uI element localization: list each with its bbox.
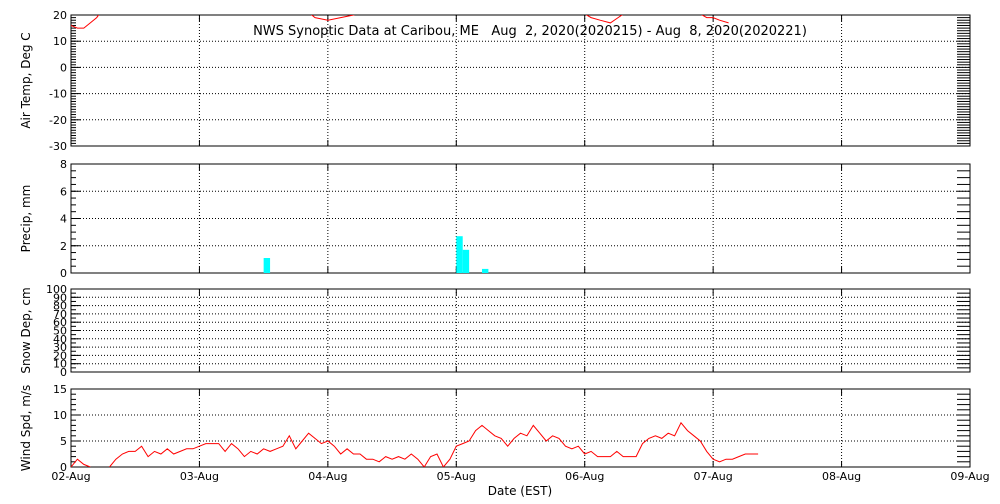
y-axis-label: Air Temp, Deg C bbox=[19, 32, 33, 128]
air-temp-line bbox=[585, 15, 623, 24]
y-tick-label: 6 bbox=[60, 185, 67, 198]
wind-speed-line bbox=[109, 421, 759, 467]
precip-bar bbox=[456, 236, 463, 273]
chart-title: NWS Synoptic Data at Caribou, ME Aug 2, … bbox=[253, 24, 807, 39]
y-tick-label: 60 bbox=[53, 316, 67, 329]
wind-speed-panel: 0 5 10 15 Wind Spd, m/s bbox=[19, 383, 971, 474]
air-temp-data bbox=[71, 15, 729, 29]
x-tick-label: 02-Aug bbox=[51, 470, 90, 483]
y-tick-label: 40 bbox=[53, 333, 67, 346]
y-axis-label: Precip, mm bbox=[19, 185, 33, 253]
y-tick-label: 2 bbox=[60, 240, 67, 253]
y-tick-label: 0 bbox=[60, 267, 67, 280]
y-tick-label: -10 bbox=[49, 88, 67, 101]
precip-panel: 0 2 4 6 8 Precip, mm bbox=[19, 158, 971, 280]
x-tick-label: 05-Aug bbox=[437, 470, 476, 483]
x-tick-label: 09-Aug bbox=[950, 470, 989, 483]
y-axis-label: Snow Dep, cm bbox=[19, 287, 33, 373]
y-tick-label: 10 bbox=[53, 35, 67, 48]
air-temp-panel: -30 -20 -10 0 10 20 Air Temp, Deg C bbox=[19, 9, 971, 153]
y-tick-label: 30 bbox=[53, 341, 67, 354]
y-tick-label: -30 bbox=[49, 140, 67, 153]
air-temp-line bbox=[701, 15, 729, 24]
plot-frame bbox=[70, 288, 971, 373]
x-tick-label: 04-Aug bbox=[308, 470, 347, 483]
precip-data bbox=[263, 236, 489, 273]
precip-bar bbox=[481, 268, 489, 273]
plot-frame bbox=[70, 14, 971, 147]
precip-bar bbox=[263, 258, 271, 273]
y-tick-label: -20 bbox=[49, 114, 67, 127]
precip-bar bbox=[462, 249, 470, 273]
y-tick-label: 0 bbox=[60, 61, 67, 74]
y-tick-label: 5 bbox=[60, 435, 67, 448]
y-tick-label: 70 bbox=[53, 308, 67, 321]
y-tick-label: 8 bbox=[60, 158, 67, 171]
x-tick-label: 08-Aug bbox=[822, 470, 861, 483]
y-tick-label: 0 bbox=[60, 461, 67, 474]
y-tick-label: 10 bbox=[53, 358, 67, 371]
plot-frame bbox=[70, 163, 971, 274]
y-tick-label: 0 bbox=[60, 366, 67, 379]
air-temp-line bbox=[71, 15, 100, 29]
y-tick-label: 4 bbox=[60, 213, 67, 226]
y-tick-label: 80 bbox=[53, 300, 67, 313]
x-tick-label: 06-Aug bbox=[565, 470, 604, 483]
plot-frame bbox=[70, 388, 971, 468]
y-tick-label: 50 bbox=[53, 325, 67, 338]
x-tick-label: 03-Aug bbox=[180, 470, 219, 483]
wind-speed-line bbox=[71, 458, 91, 467]
y-tick-label: 10 bbox=[53, 409, 67, 422]
x-tick-label: 07-Aug bbox=[694, 470, 733, 483]
y-tick-label: 100 bbox=[46, 283, 67, 296]
y-tick-label: 20 bbox=[53, 349, 67, 362]
y-tick-label: 20 bbox=[53, 9, 67, 22]
x-axis-label: Date (EST) bbox=[488, 484, 552, 498]
y-tick-label: 90 bbox=[53, 291, 67, 304]
wind-speed-data bbox=[71, 421, 759, 467]
y-axis-label: Wind Spd, m/s bbox=[19, 385, 33, 471]
y-tick-label: 15 bbox=[53, 383, 67, 396]
air-temp-line bbox=[311, 15, 355, 21]
